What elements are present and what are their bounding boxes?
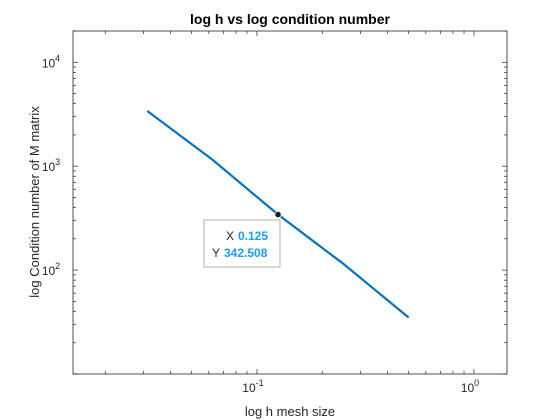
chart-title: log h vs log condition number [190, 11, 390, 27]
y-tick-label: 103 [42, 157, 60, 174]
x-tick-label: 100 [461, 378, 479, 395]
datatip[interactable]: X 0.125 Y 342.508 [203, 210, 282, 268]
y-tick-label: 104 [42, 53, 60, 70]
datatip-x-label: X [226, 229, 234, 243]
y-axis-label: log Condition number of M matrix [27, 106, 42, 298]
datatip-box [203, 219, 281, 268]
x-axis-label: log h mesh size [245, 404, 335, 419]
y-tick-label: 102 [42, 261, 60, 278]
plot-area [72, 30, 508, 375]
x-tick-label: 10-1 [242, 378, 263, 395]
datatip-y-label: Y [212, 246, 220, 260]
datatip-x-value: 0.125 [238, 229, 268, 243]
y-axis: 102 103 104 [42, 30, 507, 375]
x-axis: 10-1 100 [104, 31, 479, 395]
datatip-y-value: 342.508 [224, 246, 268, 260]
datatip-marker[interactable] [274, 210, 282, 219]
